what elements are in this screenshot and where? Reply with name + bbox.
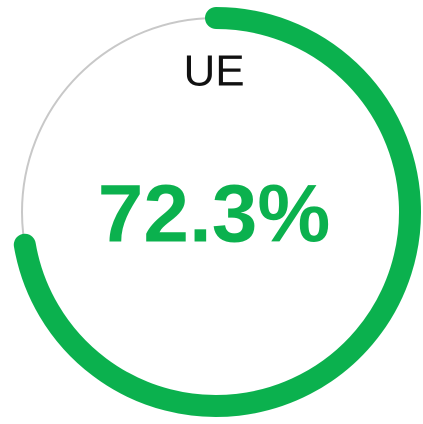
gauge-title: UE bbox=[183, 47, 244, 96]
gauge-arc bbox=[13, 7, 421, 417]
value-label: 72.3% bbox=[98, 169, 331, 260]
